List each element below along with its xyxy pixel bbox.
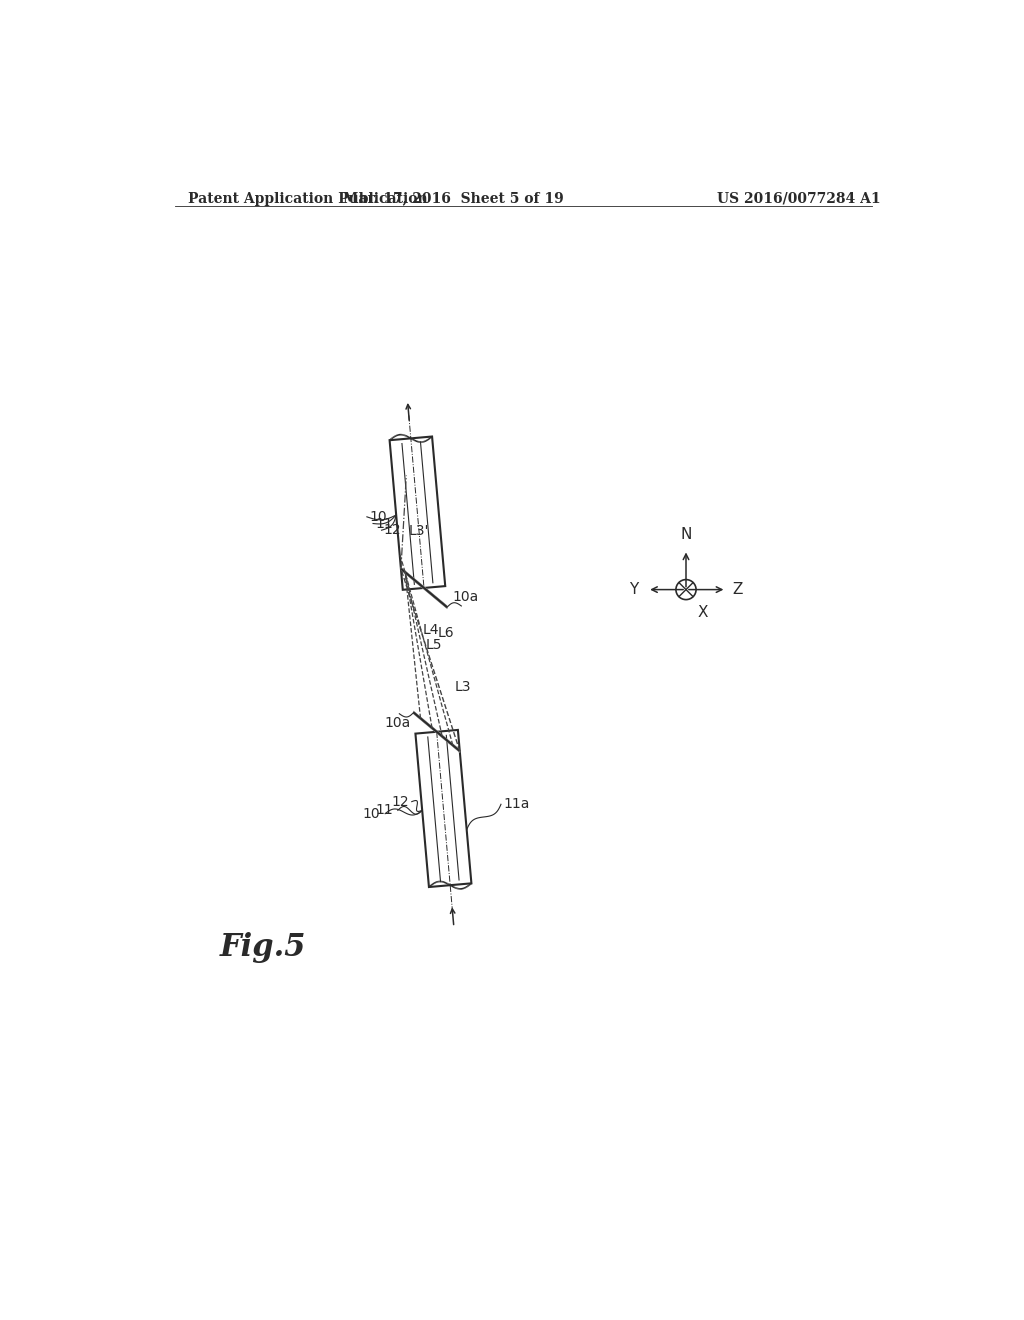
Text: N: N: [680, 527, 691, 543]
Text: Y: Y: [629, 582, 638, 597]
Polygon shape: [416, 730, 471, 887]
Polygon shape: [400, 568, 447, 609]
Text: 10a: 10a: [452, 590, 478, 603]
Text: 11: 11: [376, 516, 393, 531]
Text: L5: L5: [426, 638, 442, 652]
Text: L6: L6: [437, 627, 455, 640]
Text: 10: 10: [370, 510, 387, 524]
Text: 10: 10: [362, 807, 380, 821]
Text: 11: 11: [376, 804, 393, 817]
Text: L4: L4: [423, 623, 439, 638]
Text: US 2016/0077284 A1: US 2016/0077284 A1: [717, 191, 881, 206]
Text: Patent Application Publication: Patent Application Publication: [188, 191, 428, 206]
Text: Z: Z: [732, 582, 742, 597]
Text: X: X: [697, 605, 709, 620]
Text: 12: 12: [391, 795, 409, 809]
Text: Fig.5: Fig.5: [219, 932, 306, 964]
Text: 10a: 10a: [385, 715, 411, 730]
Text: L3: L3: [455, 680, 471, 694]
Polygon shape: [389, 437, 445, 590]
Text: L3': L3': [409, 524, 429, 539]
Text: Mar. 17, 2016  Sheet 5 of 19: Mar. 17, 2016 Sheet 5 of 19: [343, 191, 564, 206]
Text: 12: 12: [383, 523, 400, 537]
Polygon shape: [414, 711, 460, 752]
Text: 11a: 11a: [504, 797, 529, 812]
